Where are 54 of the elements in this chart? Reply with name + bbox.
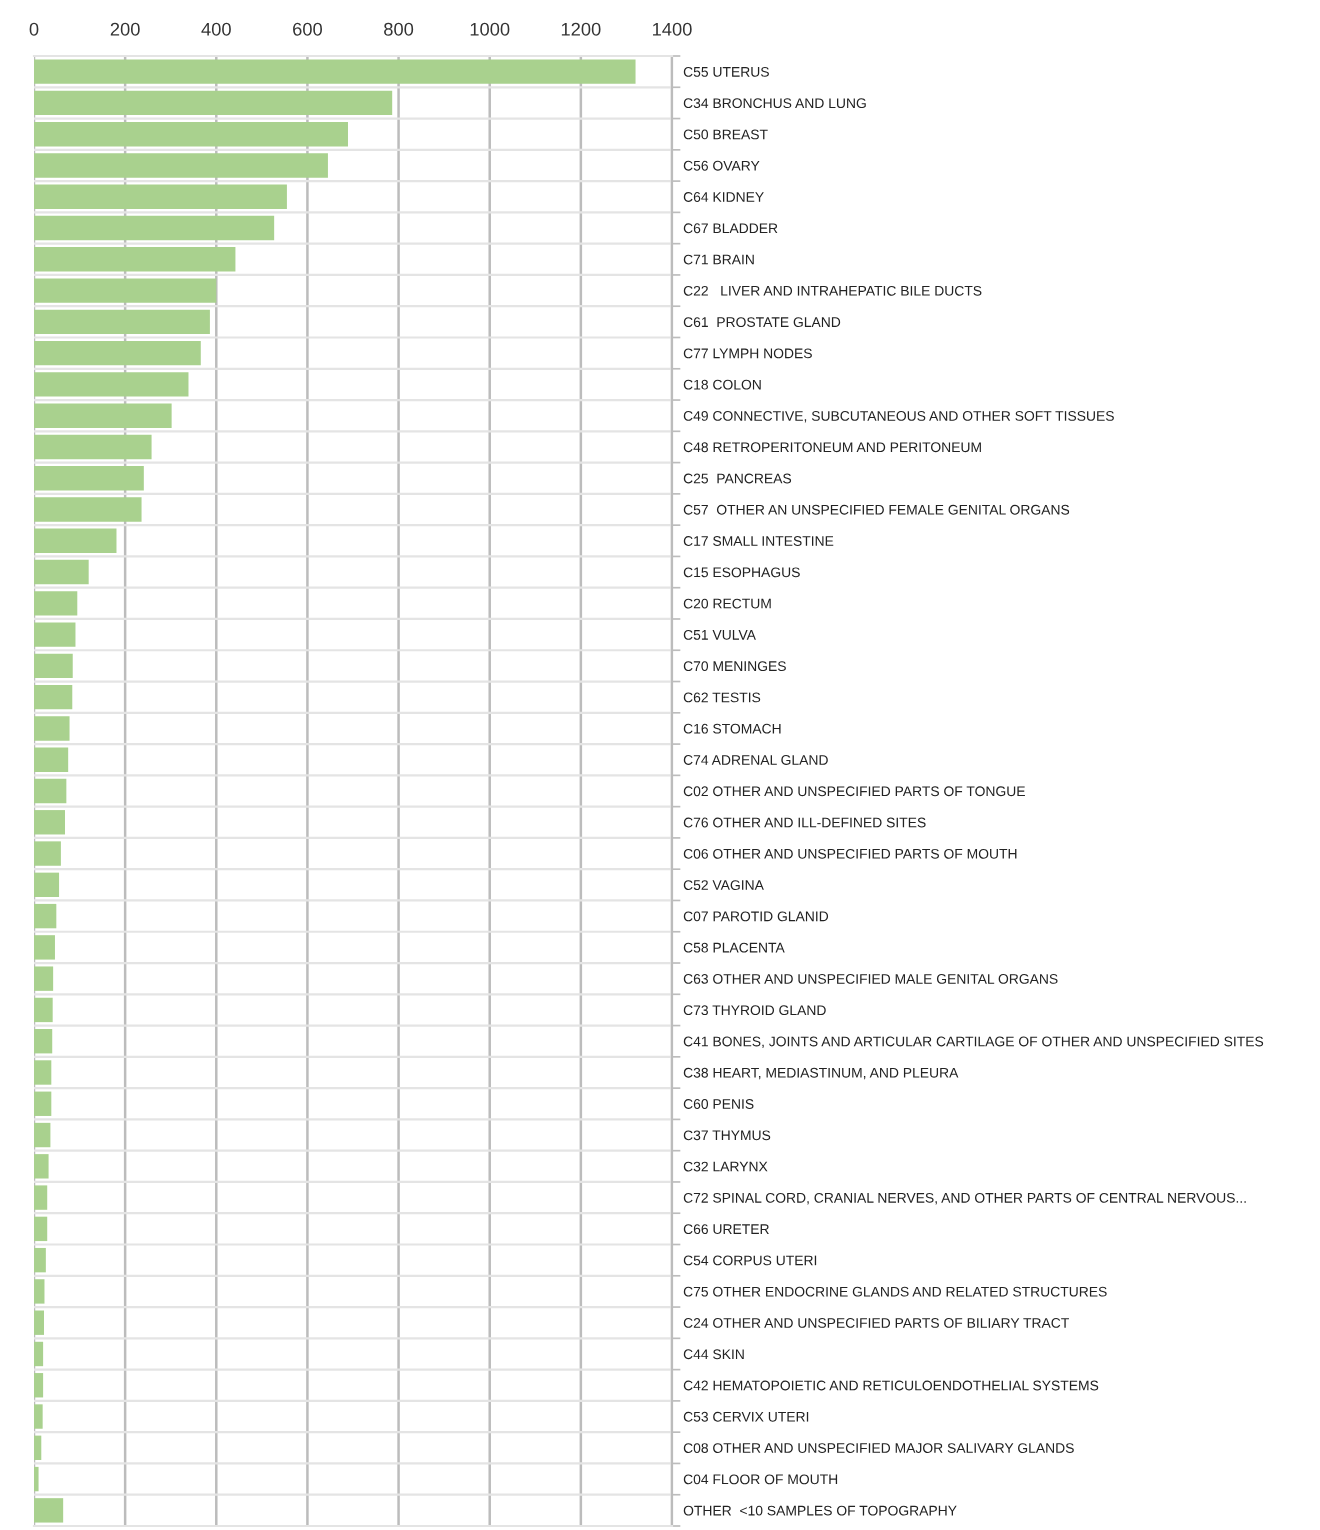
bar bbox=[34, 872, 60, 898]
bar bbox=[34, 622, 76, 647]
bar bbox=[34, 90, 393, 116]
bar bbox=[34, 1154, 49, 1179]
bar bbox=[34, 1122, 51, 1148]
bar bbox=[34, 309, 210, 335]
bar bbox=[34, 59, 636, 84]
x-tick-label: 400 bbox=[201, 22, 231, 36]
bar bbox=[34, 1498, 64, 1523]
bar bbox=[34, 278, 217, 303]
bar bbox=[34, 841, 61, 866]
bar bbox=[34, 340, 201, 366]
bar bbox=[34, 403, 172, 428]
bar bbox=[34, 1216, 48, 1242]
bar bbox=[34, 153, 328, 178]
bar bbox=[34, 559, 89, 585]
bar bbox=[34, 1029, 53, 1054]
bar bbox=[34, 591, 78, 616]
bar bbox=[34, 184, 287, 209]
bar bbox=[34, 1435, 42, 1461]
bar bbox=[34, 935, 55, 960]
bar bbox=[34, 466, 144, 491]
bar bbox=[34, 121, 348, 147]
bar bbox=[34, 810, 65, 835]
bar bbox=[34, 1404, 43, 1429]
bar bbox=[34, 247, 236, 272]
x-tick-label: 1000 bbox=[470, 22, 510, 36]
x-tick-label: 0 bbox=[29, 22, 39, 36]
bar bbox=[34, 1373, 44, 1398]
bar bbox=[34, 966, 54, 991]
bar bbox=[34, 497, 142, 522]
x-tick-label: 200 bbox=[110, 22, 140, 36]
bar bbox=[34, 1247, 46, 1273]
bar bbox=[34, 372, 189, 397]
x-tick-label: 1200 bbox=[561, 22, 601, 36]
bar bbox=[34, 747, 69, 772]
bar bbox=[34, 434, 152, 460]
bar bbox=[34, 215, 275, 241]
bar bbox=[34, 1091, 52, 1116]
bar bbox=[34, 684, 73, 710]
bar bbox=[34, 1310, 45, 1335]
bar bbox=[34, 653, 73, 679]
x-tick-label: 1400 bbox=[653, 22, 692, 36]
bar bbox=[34, 997, 53, 1023]
x-tick-label: 800 bbox=[384, 22, 414, 36]
bar bbox=[34, 528, 117, 553]
bar bbox=[34, 778, 67, 804]
bar bbox=[34, 1060, 52, 1085]
bar bbox=[34, 1185, 48, 1210]
bar bbox=[34, 1341, 44, 1367]
x-tick-label: 600 bbox=[293, 22, 323, 36]
bar bbox=[34, 716, 70, 741]
bar bbox=[34, 903, 57, 929]
bar bbox=[34, 1279, 45, 1304]
